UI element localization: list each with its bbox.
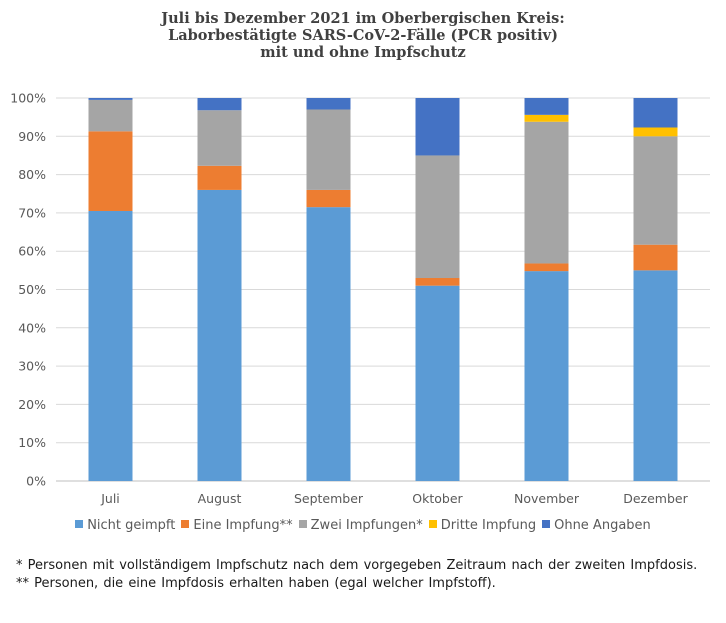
- stacked-bar-chart: 0% 10% 20% 30% 40% 50% 60% 70% 80% 90% 100% Juli Aug…: [10, 91, 710, 506]
- x-tick-label: Oktober: [412, 491, 463, 506]
- legend-label: Zwei Impfungen*: [310, 518, 423, 533]
- chart-title-line-1: Juli bis Dezember 2021 im Oberbergischen…: [161, 10, 565, 27]
- y-tick-label: 80%: [18, 167, 46, 182]
- bar-segment-zwei-impfungen: [633, 136, 678, 245]
- bar-segment-nicht-geimpft: [415, 285, 460, 481]
- y-tick-label: 90%: [18, 129, 46, 144]
- footnote-2: ** Personen, die eine Impfdosis erhalten…: [16, 576, 496, 591]
- y-tick-label: 20%: [18, 397, 46, 412]
- legend-item: Ohne Angaben: [542, 518, 651, 533]
- bar-segment-nicht-geimpft: [306, 207, 351, 481]
- legend-item: Eine Impfung**: [181, 518, 293, 533]
- x-tick-label: August: [198, 491, 242, 506]
- legend-item: Nicht geimpft: [75, 518, 175, 533]
- legend-label: Nicht geimpft: [87, 518, 176, 533]
- legend-swatch: [75, 520, 84, 528]
- legend-item: Zwei Impfungen*: [298, 518, 423, 533]
- footnotes: * Personen mit vollständigem Impfschutz …: [16, 557, 697, 593]
- chart-title-line-2: Laborbestätigte SARS-CoV-2-Fälle (PCR po…: [168, 27, 558, 44]
- chart-legend: Nicht geimpft Eine Impfung** Zwei Impfunge…: [0, 518, 726, 533]
- bar-segment-ohne-angaben: [524, 98, 569, 115]
- x-tick-label: November: [514, 491, 580, 506]
- bar-segment-nicht-geimpft: [524, 271, 569, 481]
- x-tick-label: Juli: [100, 491, 120, 506]
- bar-segment-dritte-impfung: [633, 127, 678, 137]
- bar-segment-eine-impfung: [415, 278, 460, 286]
- legend-swatch: [181, 520, 190, 528]
- bar-segment-eine-impfung: [633, 244, 678, 271]
- y-tick-label: 0%: [26, 474, 46, 489]
- bar-segment-zwei-impfungen: [306, 109, 351, 190]
- legend-swatch: [428, 520, 437, 528]
- bar-segment-ohne-angaben: [88, 98, 133, 100]
- bar-segment-nicht-geimpft: [88, 210, 133, 482]
- y-tick-label: 70%: [18, 205, 46, 220]
- bar-segment-eine-impfung: [524, 263, 569, 272]
- bar-segment-nicht-geimpft: [197, 189, 242, 482]
- chart-title-line-3: mit und ohne Impfschutz: [260, 44, 466, 61]
- bar-segment-eine-impfung: [306, 189, 351, 208]
- legend-label: Dritte Impfung: [440, 518, 537, 533]
- bar-segment-zwei-impfungen: [197, 110, 242, 166]
- bar-segment-ohne-angaben: [197, 98, 242, 111]
- footnote-1: * Personen mit vollständigem Impfschutz …: [16, 558, 698, 573]
- bar-segment-eine-impfung: [88, 131, 133, 211]
- legend-swatch: [298, 520, 307, 528]
- chart-title: Juli bis Dezember 2021 im Oberbergischen…: [0, 10, 726, 61]
- y-tick-label: 50%: [18, 282, 46, 297]
- y-tick-label: 100%: [10, 91, 46, 106]
- bar-segment-nicht-geimpft: [633, 270, 678, 481]
- bar-segment-ohne-angaben: [633, 98, 678, 128]
- bar-segment-zwei-impfungen: [415, 155, 460, 279]
- legend-swatch: [542, 520, 551, 528]
- y-tick-label: 10%: [18, 435, 46, 450]
- legend-item: Dritte Impfung: [428, 518, 537, 533]
- y-tick-label: 60%: [18, 244, 46, 259]
- bar-segment-ohne-angaben: [306, 98, 351, 110]
- x-tick-label: September: [294, 491, 364, 506]
- bar-segment-zwei-impfungen: [524, 121, 569, 264]
- bar-segment-dritte-impfung: [524, 114, 569, 122]
- y-tick-label: 30%: [18, 359, 46, 374]
- legend-label: Ohne Angaben: [554, 518, 651, 533]
- bar-segment-zwei-impfungen: [88, 99, 133, 132]
- legend-label: Eine Impfung**: [193, 518, 293, 533]
- bar-segment-eine-impfung: [197, 165, 242, 190]
- bar-segment-ohne-angaben: [415, 98, 460, 156]
- x-tick-label: Dezember: [623, 491, 688, 506]
- y-tick-label: 40%: [18, 320, 46, 335]
